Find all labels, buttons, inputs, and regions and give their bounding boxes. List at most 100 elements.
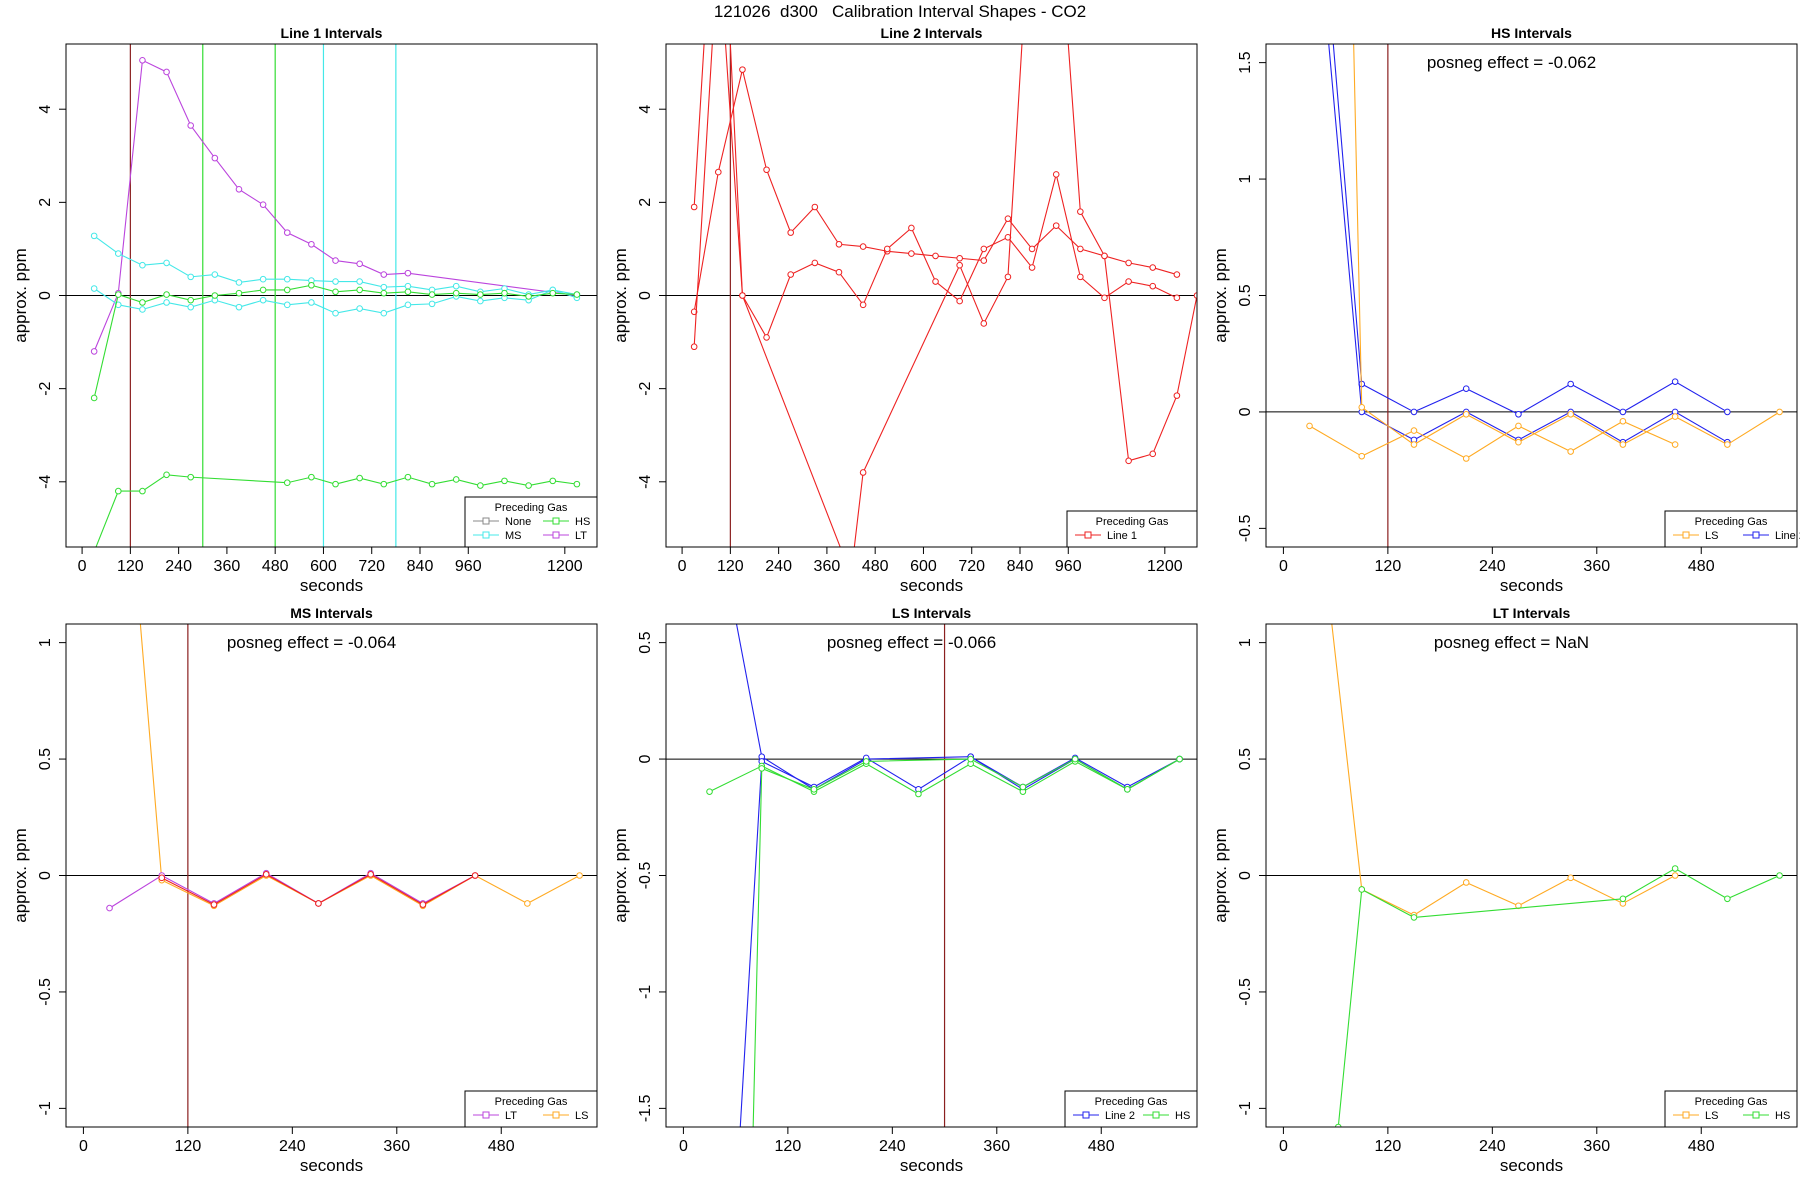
y-tick-label: -1 (37, 1101, 54, 1115)
data-point (1149, 264, 1157, 271)
data-point (139, 306, 146, 313)
x-axis-label: seconds (1500, 1156, 1563, 1175)
y-tick-label: 0 (1237, 871, 1254, 880)
x-axis-label: seconds (900, 576, 963, 595)
series-line-line-1 (693, 44, 1197, 547)
legend-title: Preceding Gas (1695, 516, 1768, 528)
data-point (848, 572, 854, 578)
posneg-annotation: posneg effect = -0.066 (827, 633, 996, 652)
data-point (1724, 441, 1731, 448)
data-point (163, 68, 170, 76)
data-point (158, 874, 166, 882)
x-tick-label: 240 (1479, 1138, 1506, 1155)
posneg-annotation: posneg effect = -0.064 (227, 633, 396, 652)
data-point (283, 301, 291, 309)
legend: Preceding Gas LT LS (464, 1090, 598, 1128)
data-point (811, 203, 819, 211)
x-tick-label: 1200 (1147, 558, 1183, 575)
x-tick-label: 120 (1375, 1138, 1402, 1155)
legend-marker (1752, 1111, 1760, 1119)
data-point (235, 186, 243, 193)
data-point (90, 394, 98, 402)
data-point (859, 301, 867, 309)
x-axis-label: seconds (900, 1156, 963, 1175)
data-point (1028, 264, 1036, 271)
data-point (1052, 171, 1060, 178)
legend-item-lt: LT (505, 1110, 517, 1122)
data-point (1173, 294, 1181, 302)
data-point (1462, 455, 1470, 462)
data-point (380, 289, 388, 297)
x-tick-label: 360 (1583, 1138, 1610, 1155)
y-tick-label: -2 (37, 381, 54, 395)
posneg-annotation: posneg effect = NaN (1434, 633, 1589, 652)
series-line-ls (1353, 44, 1780, 446)
data-point (739, 292, 746, 299)
chart-svg: MS Intervals 0 120 240 360 480 seconds -1 -0.5 0 0… (11, 605, 598, 1175)
panel-line1-intervals: Line 1 Intervals 0 120 240 360 480 600 720 840 96… (0, 20, 600, 600)
y-tick-label: -0.5 (637, 862, 654, 890)
data-point (1567, 874, 1574, 882)
y-tick-label: -1 (1237, 1101, 1254, 1115)
data-point (549, 477, 557, 485)
legend-box (1664, 1090, 1798, 1128)
figure-title: 121026 d300 Calibration Interval Shapes … (713, 2, 1087, 21)
x-tick-label: 240 (165, 558, 192, 575)
data-point (283, 479, 291, 487)
data-point (235, 303, 243, 311)
data-point (576, 872, 583, 879)
panel-ls-intervals: LS Intervals 0 120 240 360 480 seconds -1.5 -1 -0… (600, 600, 1200, 1180)
data-point (404, 288, 412, 296)
y-axis-label: approx. ppm (1211, 828, 1230, 923)
data-point (477, 291, 484, 298)
panel-line2-intervals: Line 2 Intervals 0 120 240 360 480 600 720 840 96… (600, 20, 1200, 600)
data-point (262, 871, 270, 878)
legend: Preceding Gas None HS MS LT (464, 496, 598, 548)
data-point (477, 482, 484, 489)
data-point (1149, 450, 1157, 458)
x-tick-label: 0 (1279, 1138, 1288, 1155)
data-point (835, 240, 843, 248)
y-axis-label: approx. ppm (11, 828, 30, 923)
data-point (811, 259, 819, 267)
y-tick-label: 4 (37, 105, 54, 114)
data-point (1328, 617, 1334, 623)
x-tick-label: 0 (679, 1138, 688, 1155)
x-tick-label: 480 (1688, 558, 1715, 575)
data-point (1077, 273, 1084, 281)
y-axis-label: approx. ppm (611, 248, 630, 343)
x-tick-label: 360 (1583, 558, 1610, 575)
legend-box (464, 1090, 598, 1128)
x-tick-label: 120 (1375, 558, 1402, 575)
x-axis-label: seconds (1500, 576, 1563, 595)
data-point (259, 275, 267, 283)
data-point (573, 480, 581, 488)
series-line-ls (1309, 420, 1676, 460)
data-point (308, 473, 315, 481)
data-point (835, 268, 843, 276)
y-tick-label: 0 (637, 755, 654, 764)
x-tick-label: 0 (79, 1138, 88, 1155)
data-point (1515, 438, 1522, 446)
data-point (187, 473, 195, 481)
x-tick-label: 480 (862, 558, 889, 575)
legend-marker (1082, 1111, 1090, 1119)
data-point (356, 260, 363, 268)
x-tick-label: 0 (1279, 558, 1288, 575)
chart-svg: LT Intervals 0 120 240 360 480 seconds -1 -0.5 0 0… (1211, 605, 1798, 1175)
data-point (706, 788, 713, 795)
data-point (1193, 292, 1197, 299)
data-point (1567, 380, 1574, 388)
data-point (1004, 215, 1012, 222)
data-point (750, 1129, 756, 1135)
data-point (714, 168, 722, 176)
data-point (1410, 914, 1418, 921)
legend-marker (552, 1111, 560, 1119)
data-point (452, 476, 460, 483)
data-point (211, 271, 219, 278)
data-point (471, 872, 479, 879)
data-point (859, 469, 867, 476)
data-point (1173, 392, 1181, 399)
y-tick-label: 2 (37, 198, 54, 207)
x-tick-label: 720 (958, 558, 985, 575)
